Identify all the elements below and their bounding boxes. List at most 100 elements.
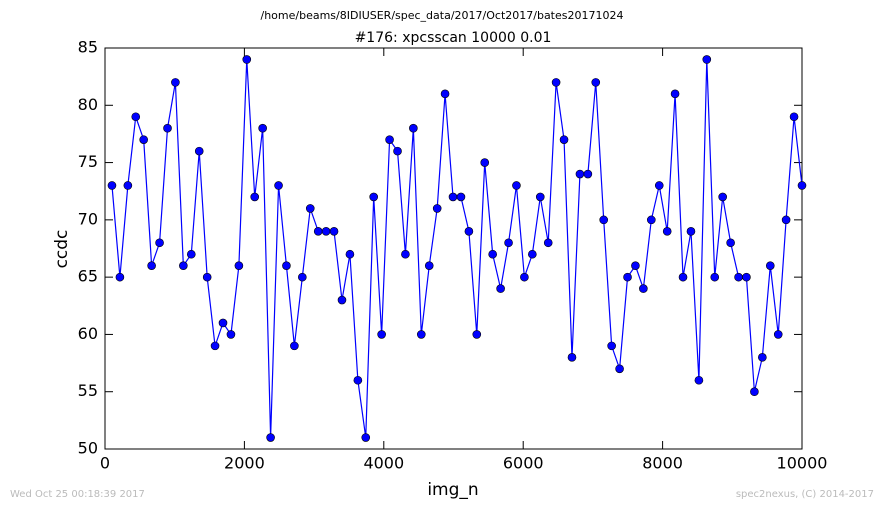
data-point [567, 353, 577, 362]
data-point [758, 353, 767, 362]
data-point [139, 135, 148, 144]
data-point [631, 261, 640, 270]
data-point [543, 238, 553, 248]
data-point [147, 261, 156, 270]
y-axis-label: ccdc [52, 230, 72, 269]
data-point [718, 192, 727, 202]
data-point [171, 78, 180, 87]
x-tick-label: 2000 [224, 454, 265, 473]
data-point [734, 272, 743, 282]
data-point [250, 192, 260, 202]
data-point [599, 215, 609, 225]
data-point [750, 387, 759, 397]
data-point [186, 249, 196, 259]
data-point [607, 341, 616, 351]
y-tick-label: 85 [78, 38, 98, 57]
data-point [234, 261, 244, 270]
x-tick-label: 0 [100, 454, 110, 473]
data-point [210, 341, 220, 351]
data-point [456, 192, 466, 202]
data-point [678, 272, 688, 282]
data-point [702, 55, 712, 64]
x-tick-label: 6000 [503, 454, 544, 473]
plot-frame [104, 47, 803, 450]
data-point [242, 55, 252, 64]
x-tick-label: 4000 [363, 454, 404, 473]
data-point [163, 123, 172, 133]
data-point [694, 375, 704, 385]
header: /home/beams/8IDIUSER/spec_data/2017/Oct2… [261, 9, 624, 22]
data-point [520, 272, 529, 282]
data-point [710, 272, 720, 282]
data-point [647, 215, 656, 225]
data-point [321, 227, 331, 236]
data-point [726, 238, 735, 248]
data-point [440, 89, 450, 99]
data-point [282, 261, 291, 270]
data-point [194, 146, 204, 156]
data-point [512, 181, 521, 190]
data-point [123, 181, 133, 190]
data-point [305, 204, 315, 213]
data-point [298, 272, 307, 282]
data-point [654, 181, 664, 190]
data-point [488, 249, 497, 259]
data-point [409, 123, 418, 133]
data-point [496, 284, 505, 293]
y-tick-label: 55 [78, 381, 98, 400]
data-point [797, 181, 807, 190]
data-point [115, 272, 125, 282]
data-point [401, 249, 410, 259]
data-point [583, 169, 593, 179]
footer-right: spec2nexus, (C) 2014-2017 [736, 489, 874, 500]
x-tick-label: 10000 [777, 454, 828, 473]
data-point [448, 192, 458, 202]
data-point [258, 123, 267, 133]
data-point [639, 284, 648, 293]
data-point [337, 295, 347, 305]
y-tick-label: 75 [78, 152, 98, 171]
data-point [393, 146, 402, 156]
y-tick-label: 50 [78, 439, 98, 458]
data-point [472, 330, 482, 339]
data-point [218, 318, 228, 328]
data-point [432, 204, 442, 213]
data-point [313, 227, 323, 236]
x-tick-label: 8000 [642, 454, 683, 473]
data-point [773, 330, 783, 339]
footer-left: Wed Oct 25 00:18:39 2017 [10, 489, 145, 500]
data-point [329, 227, 339, 236]
data-point [480, 158, 490, 167]
data-point [226, 330, 236, 339]
data-point [361, 433, 371, 442]
data-point [670, 89, 680, 99]
data-point [202, 272, 212, 282]
data-point [353, 375, 363, 385]
data-point [551, 78, 561, 87]
data-point [765, 261, 775, 270]
data-point [504, 238, 513, 248]
y-tick-label: 80 [78, 95, 98, 114]
data-point [274, 181, 283, 190]
data-point [131, 112, 141, 122]
data-point [424, 261, 434, 270]
data-point [345, 249, 355, 259]
y-tick-label: 60 [78, 324, 98, 343]
data-point [377, 330, 386, 339]
data-point [591, 78, 601, 87]
chart-title: #176: xpcsscan 10000 0.01 [355, 30, 552, 46]
data-point [369, 192, 378, 202]
data-point [781, 215, 791, 225]
data-point [789, 112, 799, 122]
data-point [662, 227, 672, 236]
data-point [266, 433, 275, 442]
data-point [416, 330, 426, 339]
data-point [742, 272, 751, 282]
data-point [535, 192, 545, 202]
data-point [615, 364, 624, 374]
data-point [686, 227, 696, 236]
data-point [528, 249, 537, 259]
data-point [155, 238, 164, 248]
data-point [559, 135, 569, 144]
